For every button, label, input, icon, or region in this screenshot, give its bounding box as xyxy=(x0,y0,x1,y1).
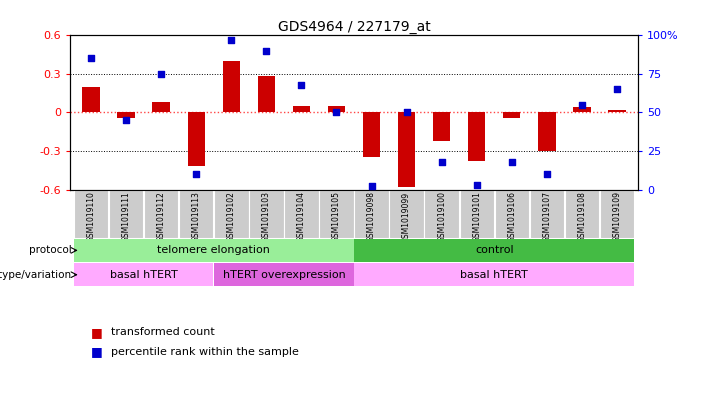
Title: GDS4964 / 227179_at: GDS4964 / 227179_at xyxy=(278,20,430,34)
Bar xyxy=(354,263,634,286)
Point xyxy=(331,109,342,116)
Text: basal hTERT: basal hTERT xyxy=(110,270,177,280)
Bar xyxy=(215,263,353,286)
Text: GSM1019101: GSM1019101 xyxy=(472,191,481,242)
Bar xyxy=(433,112,450,141)
Point xyxy=(121,117,132,123)
Point xyxy=(86,55,97,62)
Bar xyxy=(327,106,345,112)
Text: telomere elongation: telomere elongation xyxy=(157,245,271,255)
Bar xyxy=(363,112,380,158)
Point xyxy=(541,171,552,177)
Point xyxy=(261,48,272,54)
Bar xyxy=(354,239,634,262)
Text: GSM1019113: GSM1019113 xyxy=(192,191,200,242)
Bar xyxy=(83,87,100,112)
Text: GSM1019103: GSM1019103 xyxy=(262,191,271,242)
Text: GSM1019108: GSM1019108 xyxy=(578,191,586,242)
Text: basal hTERT: basal hTERT xyxy=(461,270,528,280)
Bar xyxy=(354,189,388,238)
Bar xyxy=(565,189,599,238)
Point xyxy=(506,159,517,165)
Bar xyxy=(494,189,529,238)
Bar xyxy=(215,189,249,238)
Bar xyxy=(608,110,625,112)
Point xyxy=(366,183,377,189)
Text: GSM1019105: GSM1019105 xyxy=(332,191,341,242)
Bar xyxy=(390,189,423,238)
Bar xyxy=(285,189,318,238)
Bar xyxy=(223,61,240,112)
Point xyxy=(401,109,412,116)
Bar xyxy=(530,189,564,238)
Bar xyxy=(153,102,170,112)
Text: GSM1019098: GSM1019098 xyxy=(367,191,376,242)
Bar xyxy=(424,189,458,238)
Bar xyxy=(179,189,213,238)
Text: GSM1019106: GSM1019106 xyxy=(508,191,516,242)
Point xyxy=(156,71,167,77)
Point xyxy=(576,102,587,108)
Bar xyxy=(118,112,135,118)
Bar xyxy=(573,107,590,112)
Text: control: control xyxy=(475,245,514,255)
Bar xyxy=(293,106,310,112)
Point xyxy=(296,82,307,88)
Bar xyxy=(187,112,205,166)
Point xyxy=(226,37,237,43)
Bar xyxy=(250,189,283,238)
Bar xyxy=(503,112,520,118)
Bar xyxy=(74,239,354,262)
Bar xyxy=(460,189,494,238)
Bar xyxy=(320,189,353,238)
Bar xyxy=(538,112,556,151)
Bar xyxy=(398,112,415,187)
Text: GSM1019109: GSM1019109 xyxy=(613,191,621,242)
Point xyxy=(191,171,202,177)
Bar xyxy=(468,112,485,161)
Text: transformed count: transformed count xyxy=(111,327,215,337)
Text: GSM1019107: GSM1019107 xyxy=(543,191,551,242)
Bar xyxy=(74,189,109,238)
Point xyxy=(436,159,447,165)
Text: GSM1019110: GSM1019110 xyxy=(87,191,95,242)
Text: genotype/variation: genotype/variation xyxy=(0,270,72,280)
Text: ■: ■ xyxy=(91,345,103,358)
Text: hTERT overexpression: hTERT overexpression xyxy=(222,270,346,280)
Point xyxy=(611,86,622,92)
Bar xyxy=(600,189,634,238)
Bar xyxy=(144,189,178,238)
Text: protocol: protocol xyxy=(29,245,72,255)
Text: GSM1019104: GSM1019104 xyxy=(297,191,306,242)
Text: GSM1019100: GSM1019100 xyxy=(437,191,446,242)
Text: GSM1019112: GSM1019112 xyxy=(157,191,165,242)
Text: GSM1019102: GSM1019102 xyxy=(227,191,236,242)
Point xyxy=(471,182,482,188)
Bar xyxy=(109,189,144,238)
Bar xyxy=(258,77,275,112)
Text: GSM1019099: GSM1019099 xyxy=(402,191,411,242)
Text: ■: ■ xyxy=(91,325,103,339)
Bar xyxy=(74,263,213,286)
Text: GSM1019111: GSM1019111 xyxy=(122,191,130,242)
Text: percentile rank within the sample: percentile rank within the sample xyxy=(111,347,299,357)
